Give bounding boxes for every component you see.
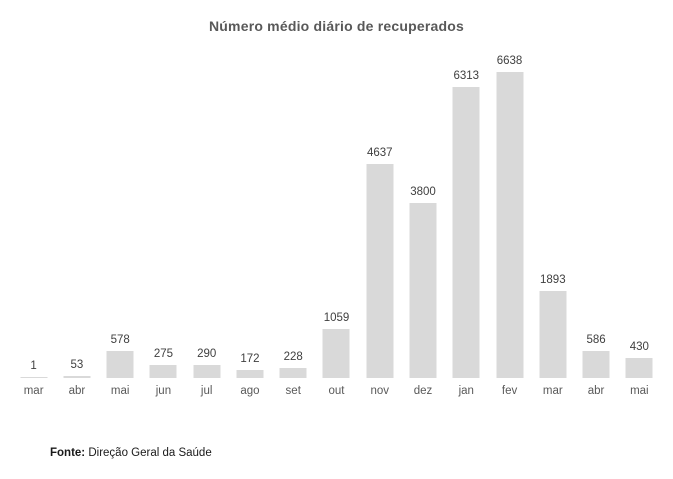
bar-column: 4637 nov	[358, 60, 401, 397]
bar-column: 1059 out	[315, 60, 358, 397]
bar-value-label: 430	[629, 341, 649, 354]
bar-column: 3800 dez	[401, 60, 444, 397]
bar-value-label: 3800	[410, 185, 436, 198]
x-axis-label: jun	[155, 385, 172, 397]
bar-column: 6638 fev	[488, 55, 531, 397]
bar-value-label: 4637	[366, 147, 393, 160]
bar-column: 1893 mar	[531, 60, 574, 397]
x-axis-label: mar	[23, 385, 44, 397]
bar	[106, 351, 134, 378]
bar-value-label: 228	[283, 350, 303, 363]
source-text: Direção Geral da Saúde	[85, 447, 212, 459]
bar-value-label: 275	[153, 348, 174, 361]
x-axis-label: out	[328, 385, 345, 397]
plot-area: 1 mar 53 abr 578 mai 275 jun 290 jul 172 ago 228 set 1…	[12, 55, 661, 397]
x-axis-label: nov	[370, 385, 390, 397]
bar	[496, 72, 524, 378]
bar	[322, 329, 350, 378]
bar-column: 1 mar	[12, 60, 55, 397]
bar	[409, 202, 437, 378]
bar-column: 172 ago	[228, 60, 271, 397]
bar-column: 53 abr	[55, 60, 98, 397]
x-axis-label: mai	[110, 385, 130, 397]
bar-column: 290 jul	[185, 60, 228, 397]
bar-value-label: 1893	[540, 273, 566, 286]
bar	[193, 364, 221, 378]
bar	[63, 375, 91, 378]
bar-column: 275 jun	[142, 60, 185, 397]
x-axis-label: abr	[587, 385, 605, 397]
bar-value-label: 6638	[496, 55, 523, 67]
bar-value-label: 290	[197, 347, 217, 360]
x-axis-label: mar	[542, 385, 563, 397]
bar-column: 6313 jan	[445, 60, 488, 397]
bar	[236, 370, 264, 378]
x-axis-label: fev	[501, 385, 518, 397]
bar-column: 578 mai	[99, 60, 142, 397]
source-label: Fonte:	[50, 447, 86, 459]
bar	[20, 376, 48, 378]
bar	[539, 290, 567, 378]
x-axis-label: jul	[200, 385, 213, 397]
chart-title: Número médio diário de recuperados	[209, 18, 464, 34]
bar-value-label: 1	[30, 359, 37, 372]
bar-value-label: 1059	[323, 312, 350, 325]
bar-value-label: 586	[586, 334, 606, 346]
x-axis-label: dez	[413, 385, 433, 397]
x-axis-label: set	[285, 385, 301, 397]
bar-value-label: 53	[70, 358, 84, 371]
bar-value-label: 578	[110, 334, 130, 347]
bar	[625, 358, 653, 378]
bar	[582, 351, 610, 378]
source-note: Fonte: Direção Geral da Saúde	[50, 447, 212, 459]
bar	[452, 86, 480, 378]
bar-column: 430 mai	[618, 60, 661, 397]
bar	[279, 367, 307, 378]
bar-column: 228 set	[272, 60, 315, 397]
x-axis-label: mai	[630, 385, 649, 397]
x-axis-label: abr	[68, 385, 86, 397]
bar-value-label: 172	[240, 353, 260, 366]
bar-column: 586 abr	[574, 60, 617, 397]
bar	[366, 164, 394, 378]
x-axis-label: jan	[458, 385, 474, 397]
bar-value-label: 6313	[453, 69, 480, 82]
bar	[149, 365, 177, 378]
x-axis-label: ago	[240, 385, 260, 397]
